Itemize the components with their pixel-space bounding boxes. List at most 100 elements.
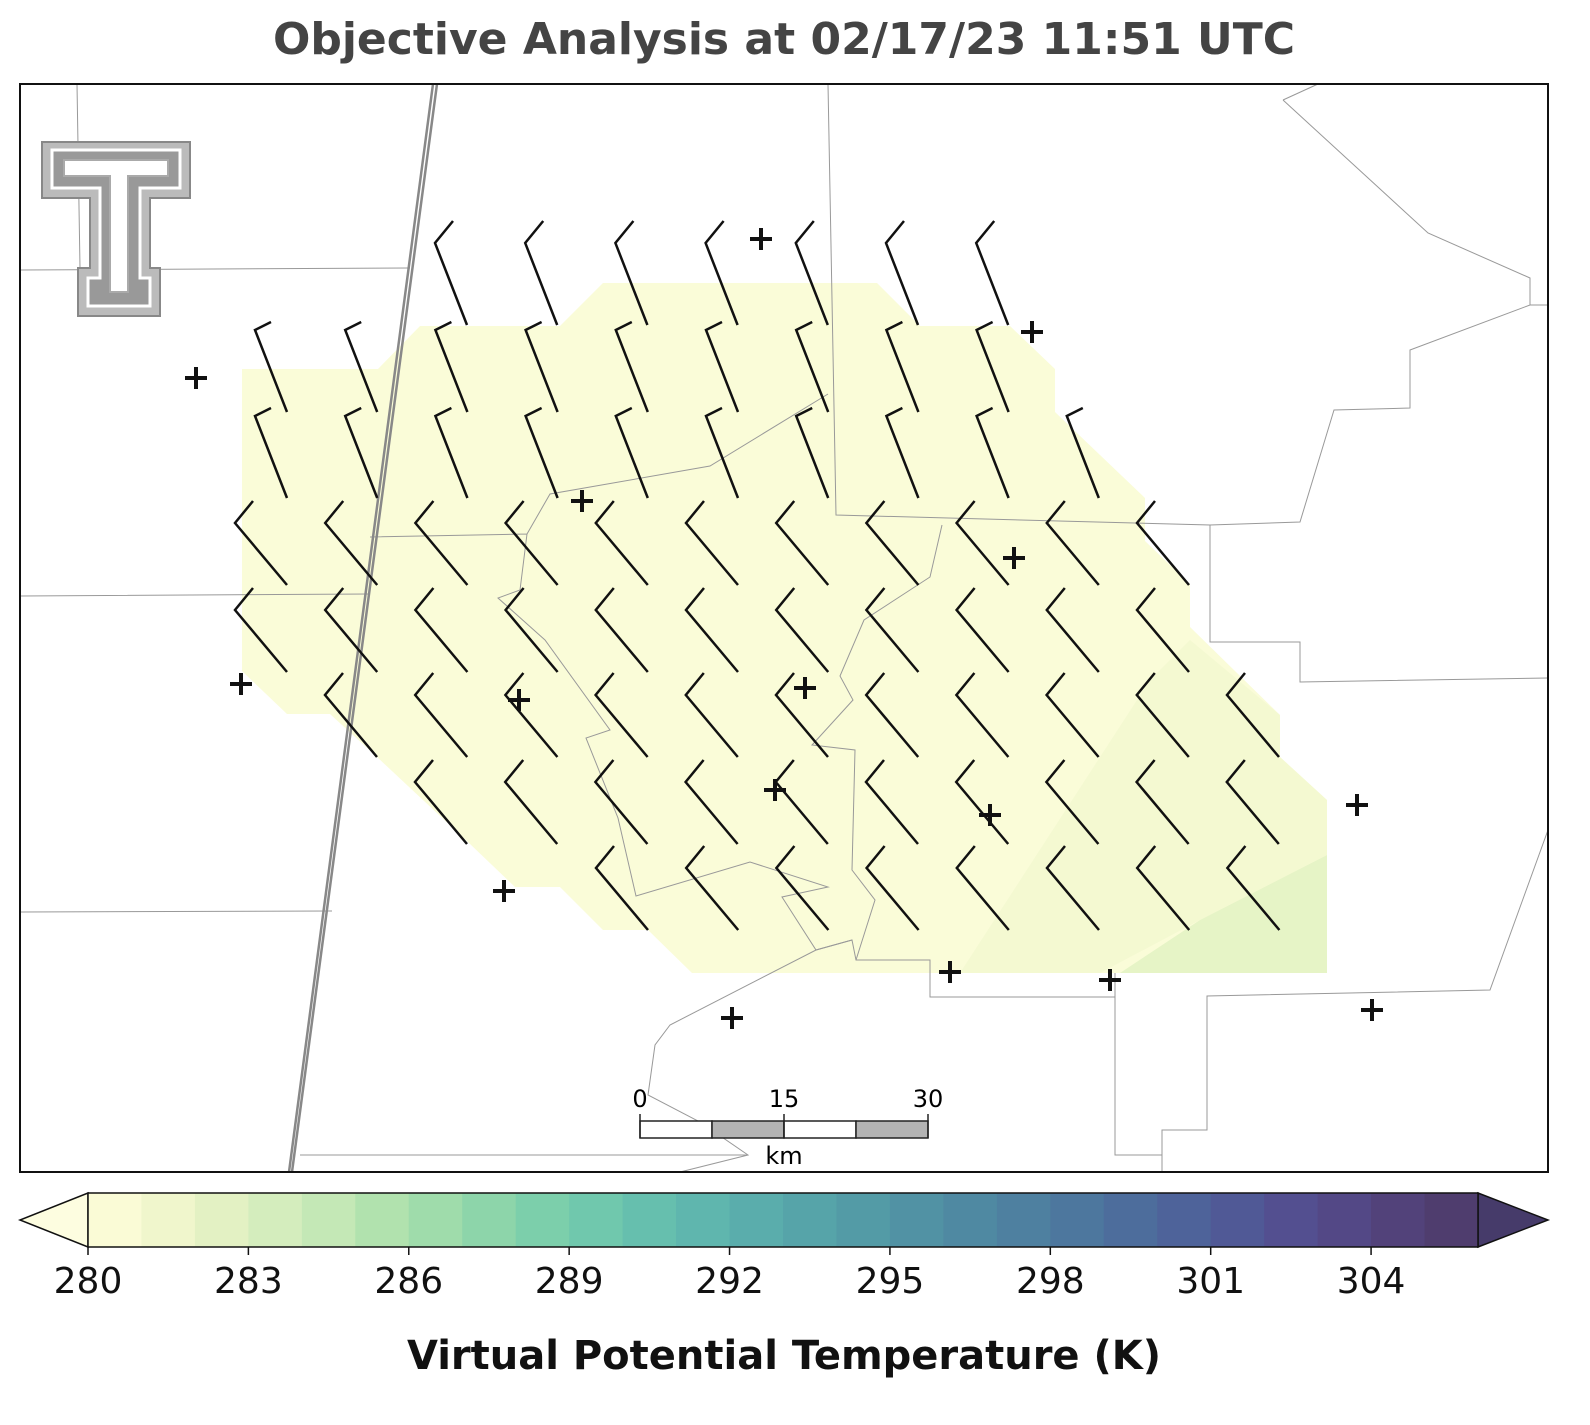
wind-barb [794,406,830,499]
colorbar-bin [1424,1193,1479,1247]
wind-barb [704,220,739,326]
wind-barb [1044,759,1100,845]
colorbar-bin [301,1193,356,1247]
colorbar-bin [783,1193,837,1247]
colorbar-bin [1371,1193,1426,1247]
wind-barb [413,672,469,758]
wind-barb [864,845,920,931]
colorbar-frame [87,1192,1479,1248]
colorbar-bin [569,1193,624,1247]
wind-barb [684,845,740,931]
colorbar-bin [1050,1193,1105,1247]
wind-barb [864,672,920,758]
wind-barb [884,220,920,326]
scale-tick-label: 30 [913,1085,944,1113]
scale-bar [639,1120,929,1139]
wind-barb [1045,500,1100,586]
wind-barb [794,320,830,413]
wind-barb [523,220,559,326]
wind-barb [954,672,1010,758]
colorbar-bin [1264,1193,1319,1247]
wind-barb [1135,672,1190,758]
logo [41,141,191,317]
wind-barb [774,500,830,586]
colorbar-tick-label: 283 [214,1261,283,1302]
wind-barb [704,406,740,499]
wind-barb [1134,759,1190,845]
colorbar-bin [515,1193,570,1247]
wind-barb [684,672,739,758]
wind-barb [774,845,830,931]
wind-barb [323,500,379,586]
scale-unit: km [765,1142,802,1170]
wind-barb [594,845,649,931]
wind-barb [1135,845,1191,931]
wind-barb [253,406,289,499]
wind-barb [954,587,1010,673]
state-border [287,83,439,1173]
wind-barb [1044,672,1100,758]
colorbar-bin [889,1193,944,1247]
wind-barb [323,672,378,758]
wind-barb [614,320,649,413]
wind-barb [614,406,649,499]
wind-barb [954,500,1010,586]
colorbar-bin [676,1193,731,1247]
colorbar-tick-label: 298 [1016,1261,1085,1302]
wind-barb [594,500,649,586]
colorbar-bin [836,1193,891,1247]
colorbar-bin [194,1193,249,1247]
wind-barb [1225,845,1281,931]
colorbar-bin [996,1193,1051,1247]
wind-barb [233,587,288,673]
colorbar-bin [729,1193,784,1247]
wind-barb [503,500,559,586]
wind-barb [343,320,379,413]
wind-barb [503,587,559,673]
colorbar-bin [1317,1193,1372,1247]
colorbar-bin [622,1193,677,1247]
colorbar-bin [1210,1193,1265,1247]
colorbar-tick-label: 304 [1337,1261,1406,1302]
wind-barb [794,220,829,326]
colorbar-extend-high [1477,1191,1551,1249]
wind-barb [593,759,649,845]
wind-barb [975,320,1010,413]
wind-barb [413,587,469,673]
wind-barb [1225,759,1280,845]
colorbar-bin [462,1193,517,1247]
wind-barb [774,672,829,758]
scale-labels: 0 15 30 [632,1085,943,1138]
colorbar-label: Virtual Potential Temperature (K) [407,1333,1161,1379]
wind-barb [864,500,920,586]
title: Objective Analysis at 02/17/23 11:51 UTC [273,14,1295,65]
colorbar-bin [408,1193,463,1247]
map-frame [19,83,1549,1173]
colorbar-tick-label: 286 [374,1261,443,1302]
wind-barb [955,845,1010,931]
wind-barb [503,759,559,845]
wind-barb [1135,500,1190,586]
wind-barb [323,587,379,673]
stations [185,228,1383,1029]
colorbar-bin [248,1193,303,1247]
wind-barb [433,320,469,413]
county-lines [19,83,1549,1173]
wind-barb [233,500,288,586]
colorbar: 280 283 286 289 292 295 298 301 304 [17,1191,1551,1302]
wind-barb [413,759,468,845]
colorbar-extend-low [17,1191,89,1249]
colorbar-bin [1103,1193,1158,1247]
colorbar-tick-label: 280 [54,1261,123,1302]
wind-barb [343,406,379,499]
scale-tick-label: 0 [632,1085,647,1113]
wind-barb [684,587,739,673]
wind-barb [413,500,469,586]
wind-barb [1135,587,1190,673]
wind-barb [524,320,559,413]
wind-barb [253,320,289,413]
wind-barb [704,320,740,413]
wind-barb [1065,406,1100,499]
